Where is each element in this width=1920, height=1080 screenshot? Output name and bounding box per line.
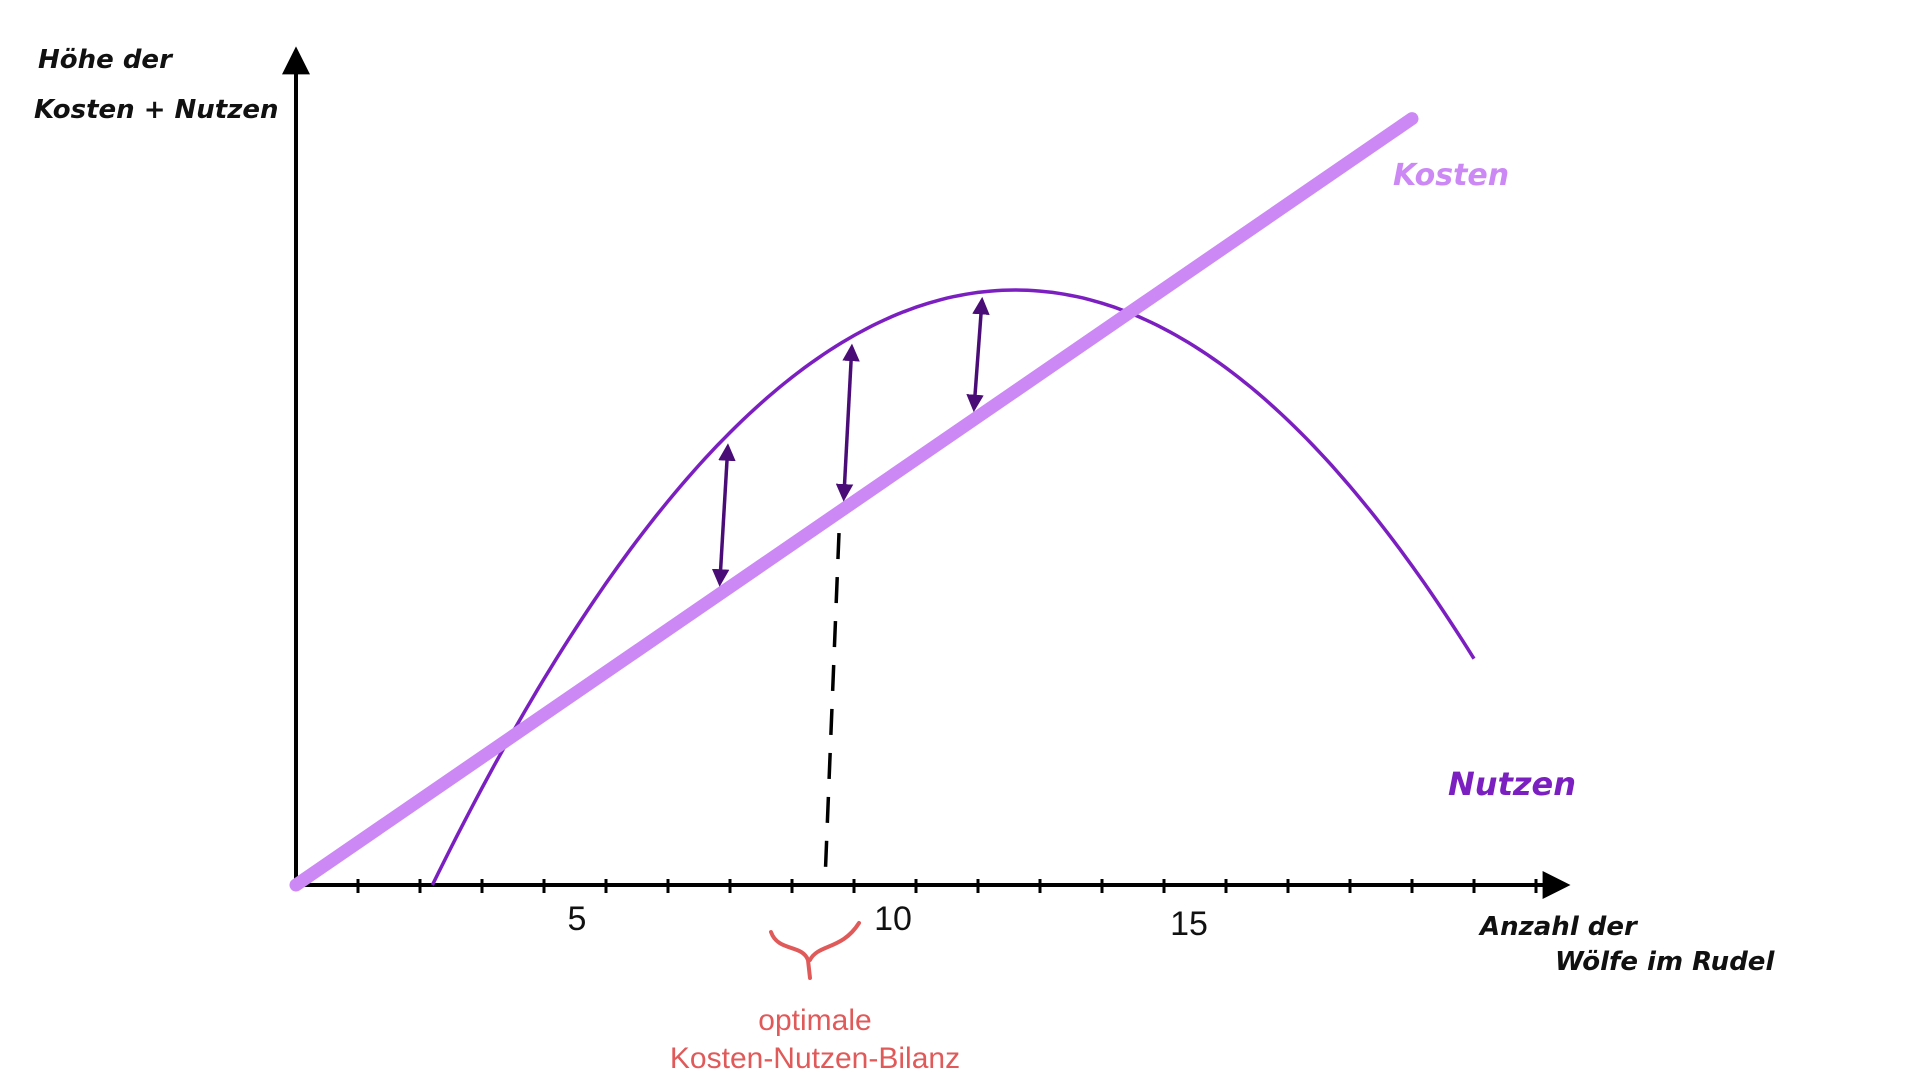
x-axis-label-line-1: Anzahl der (1478, 912, 1639, 942)
x-axis-label-line-2: Wölfe im Rudel (1555, 947, 1775, 977)
difference-arrow-3 (966, 296, 990, 413)
x-tick-label-15: 15 (1170, 905, 1208, 943)
optimum-label-line-2: Kosten-Nutzen-Bilanz (670, 1042, 960, 1075)
series-line-nutzen (430, 288, 1476, 886)
x-tick-label-5: 5 (568, 900, 587, 938)
optimum-label-line-1: optimale (758, 1004, 871, 1037)
series-label-kosten: Kosten (1393, 158, 1509, 193)
difference-arrows (711, 296, 990, 587)
series-label-nutzen: Nutzen (1448, 765, 1576, 803)
x-tick-label-10: 10 (874, 900, 912, 938)
series-line-kosten (289, 112, 1419, 892)
optimum-brace (769, 921, 861, 980)
difference-arrow-1 (711, 443, 736, 587)
optimum-dashed-line (823, 533, 841, 882)
y-axis-label-line-2: Kosten + Nutzen (34, 95, 279, 125)
y-axis-label-line-1: Höhe der (38, 45, 174, 75)
x-axis-ticks (356, 879, 1538, 893)
difference-arrow-2 (835, 343, 860, 502)
